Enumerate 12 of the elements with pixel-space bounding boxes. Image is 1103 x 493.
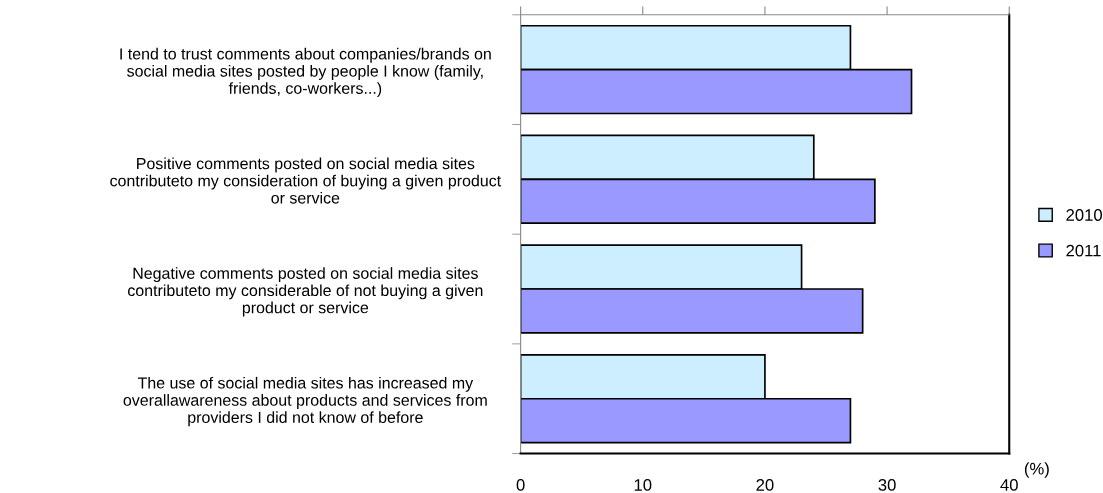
x-tick-label: 10 [634, 479, 652, 491]
x-tick-label: 40 [1000, 479, 1018, 491]
x-tick-label: 30 [878, 479, 896, 491]
y-tick-label: The use of social media sites has increased my overallawareness about products and services from providers I did not know of before [123, 376, 487, 427]
y-tick-label: Positive comments posted on social media sites contributeto my consideration of buying a given product or service [110, 157, 502, 204]
x-tick-label: 0 [516, 479, 525, 491]
legend-label: 2011 [1066, 244, 1101, 257]
legend-label: 2010 [1066, 209, 1102, 221]
text: (%) [1024, 462, 1049, 478]
y-tick-label: I tend to trust comments about companies/brands on social media sites posted by people I know (family, friends, co-workers...) [120, 47, 491, 98]
x-tick-label: 20 [756, 479, 774, 491]
y-tick-label: Negative comments posted on social media sites contributeto my considerable of not buying a given product or service [128, 267, 483, 317]
